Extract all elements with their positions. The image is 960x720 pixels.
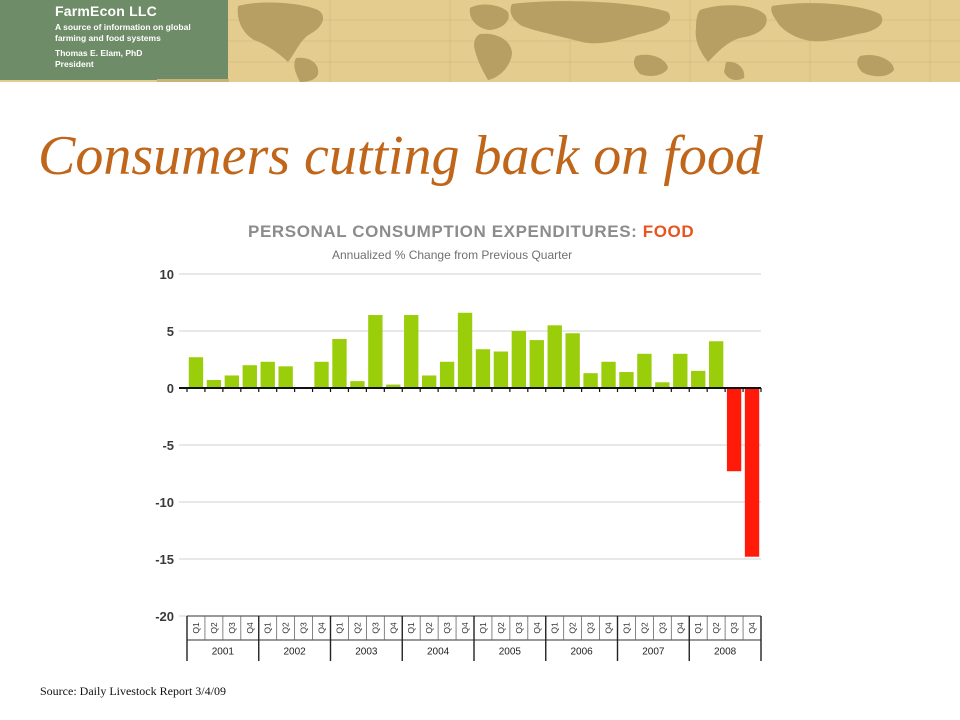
bar: [278, 366, 293, 388]
x-quarter-label: Q3: [227, 622, 237, 634]
chart-subtitle: Annualized % Change from Previous Quarte…: [332, 248, 573, 262]
x-quarter-label: Q2: [639, 622, 649, 634]
x-quarter-label: Q3: [299, 622, 309, 634]
x-year-label: 2002: [284, 647, 307, 658]
bar: [439, 361, 455, 388]
x-quarter-label: Q1: [621, 622, 631, 634]
x-quarter-label: Q1: [406, 622, 416, 634]
bar: [529, 340, 544, 388]
bar: [224, 375, 240, 388]
x-quarter-label: Q3: [729, 622, 739, 634]
x-quarter-label: Q2: [352, 622, 362, 634]
x-quarter-label: Q2: [209, 622, 219, 634]
bar: [673, 353, 688, 388]
x-quarter-label: Q4: [388, 622, 398, 634]
bar: [421, 375, 437, 388]
bar: [368, 315, 383, 388]
x-quarter-label: Q3: [442, 622, 452, 634]
x-quarter-label: Q1: [334, 622, 344, 634]
header-banner: FarmEcon LLC A source of information on …: [0, 0, 960, 82]
company-name: FarmEcon LLC: [55, 3, 157, 19]
x-quarter-label: Q2: [568, 622, 578, 634]
bar: [404, 315, 419, 388]
y-tick-label: 0: [167, 381, 174, 396]
bar: [314, 361, 329, 388]
bar: [457, 312, 473, 388]
bar: [583, 373, 598, 388]
bar: [619, 372, 634, 388]
x-quarter-label: Q3: [514, 622, 524, 634]
x-quarter-label: Q4: [747, 622, 757, 634]
source-note: Source: Daily Livestock Report 3/4/09: [40, 684, 226, 698]
y-tick-label: -10: [155, 495, 174, 510]
y-tick-label: -5: [162, 438, 174, 453]
x-quarter-label: Q4: [532, 622, 542, 634]
x-year-label: 2007: [642, 647, 665, 658]
bar: [332, 338, 347, 388]
person-role: President: [55, 59, 94, 69]
y-tick-label: 10: [160, 267, 174, 282]
bar: [188, 357, 204, 388]
x-quarter-label: Q2: [496, 622, 506, 634]
world-map-graphic: [228, 0, 960, 82]
bar: [206, 380, 222, 388]
bar: [493, 351, 509, 388]
x-quarter-label: Q3: [370, 622, 380, 634]
y-tick-label: -20: [155, 609, 174, 624]
y-tick-label: 5: [167, 324, 174, 339]
x-quarter-label: Q4: [675, 622, 685, 634]
x-quarter-label: Q3: [657, 622, 667, 634]
bar: [350, 381, 365, 388]
company-logo-block: FarmEcon LLC A source of information on …: [0, 0, 228, 80]
person-name: Thomas E. Elam, PhD: [55, 48, 143, 58]
x-quarter-label: Q4: [245, 622, 255, 634]
x-quarter-label: Q1: [693, 622, 703, 634]
bar: [655, 382, 670, 388]
chart-title: PERSONAL CONSUMPTION EXPENDITURES: FOOD: [248, 222, 694, 242]
x-quarter-label: Q1: [263, 622, 273, 634]
company-person-block: Thomas E. Elam, PhD President: [55, 48, 222, 70]
bar: [601, 361, 616, 388]
bar: [744, 388, 760, 557]
bar: [637, 353, 652, 388]
x-quarter-label: Q4: [460, 622, 470, 634]
x-year-label: 2006: [571, 647, 594, 658]
bar: [726, 388, 742, 472]
x-year-label: 2008: [714, 647, 737, 658]
x-quarter-label: Q2: [281, 622, 291, 634]
bar: [242, 365, 257, 388]
bar: [565, 333, 580, 388]
x-quarter-label: Q4: [317, 622, 327, 634]
x-quarter-label: Q2: [424, 622, 434, 634]
logo-underline: [157, 79, 229, 82]
chart-title-accent: FOOD: [642, 222, 695, 241]
chart-title-main: PERSONAL CONSUMPTION EXPENDITURES:: [248, 222, 638, 241]
bar: [260, 361, 275, 388]
y-tick-label: -15: [155, 552, 174, 567]
x-quarter-label: Q4: [604, 622, 614, 634]
x-quarter-label: Q2: [711, 622, 721, 634]
bar: [511, 331, 527, 388]
x-year-label: 2001: [212, 647, 235, 658]
x-quarter-label: Q1: [478, 622, 488, 634]
bar: [475, 349, 491, 388]
company-tagline: A source of information on global farmin…: [55, 22, 191, 43]
x-quarter-label: Q1: [191, 622, 201, 634]
x-year-label: 2003: [355, 647, 378, 658]
map-continents: [237, 1, 894, 82]
bar: [386, 384, 401, 388]
x-year-label: 2005: [499, 647, 522, 658]
bar: [708, 341, 724, 388]
slide-title: Consumers cutting back on food: [38, 125, 763, 187]
x-quarter-label: Q3: [586, 622, 596, 634]
bar: [691, 370, 706, 388]
x-quarter-label: Q1: [550, 622, 560, 634]
bar: [547, 325, 562, 388]
x-year-label: 2004: [427, 647, 450, 658]
